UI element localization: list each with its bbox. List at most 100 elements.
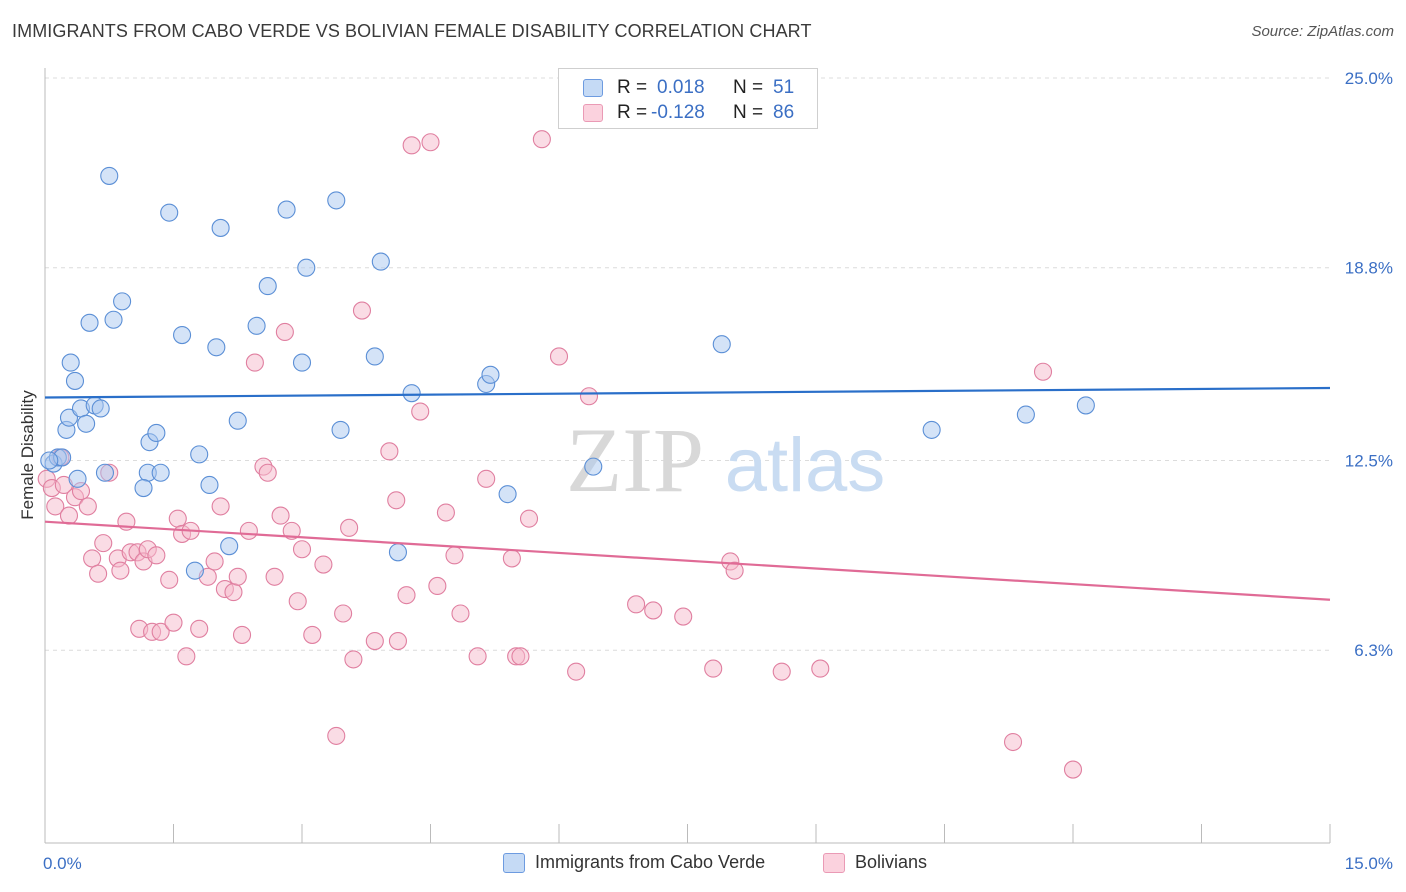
- y-tick-label-0: 6.3%: [1354, 641, 1393, 660]
- correlation-legend: R = 0.018 N = 51 R = -0.128 N = 86: [558, 68, 818, 129]
- bolivians-point-33: [211, 497, 230, 516]
- cabo-verde-point-50: [40, 451, 59, 470]
- cabo-verde-point-32: [277, 200, 296, 219]
- bolivians-point-44: [275, 322, 294, 342]
- bolivians-point-84: [811, 659, 830, 678]
- bolivians-point-76: [579, 387, 599, 406]
- bolivians-point-42: [265, 567, 284, 586]
- cabo-verde-point-16: [113, 292, 132, 311]
- bolivians-point-60: [402, 136, 421, 155]
- source-label: Source: ZipAtlas.com: [1251, 23, 1394, 40]
- cabo-verde-point-36: [331, 420, 350, 439]
- cabo-verde-point-37: [365, 347, 384, 366]
- bolivians-point-72: [519, 509, 539, 528]
- bolivians-point-74: [549, 347, 569, 366]
- cabo-verde-point-15: [104, 310, 123, 329]
- grid-lines: [45, 77, 1330, 651]
- bolivians-point-86: [1033, 362, 1053, 381]
- bolivians-point-75: [567, 662, 586, 681]
- bolivians-point-11: [94, 534, 113, 553]
- bolivians-point-53: [344, 650, 363, 669]
- bolivians-point-26: [168, 509, 187, 528]
- bolivians-point-57: [387, 491, 406, 510]
- cabo-verde-point-45: [712, 335, 731, 354]
- bolivians-point-80: [704, 659, 723, 678]
- bolivians-point-83: [772, 662, 791, 681]
- cabo-verde-point-24: [190, 445, 209, 464]
- cabo-verde-point-34: [297, 258, 316, 277]
- cabo-verde-point-9: [77, 414, 96, 433]
- bolivians-point-85: [1003, 732, 1023, 752]
- bolivians-point-39: [245, 353, 264, 372]
- y-tick-label-1: 12.5%: [1345, 452, 1393, 471]
- bolivians-point-41: [258, 463, 277, 482]
- bottom-legend-swatch-pink: [823, 853, 845, 873]
- y-axis-label: Female Disability: [18, 390, 37, 520]
- x-tick-label-max: 15.0%: [1345, 854, 1393, 873]
- cabo-verde-point-31: [258, 277, 277, 296]
- bolivians-point-58: [388, 631, 407, 651]
- legend-r-value: -0.128: [651, 102, 705, 123]
- legend-n-value: 86: [773, 102, 795, 123]
- bolivians-point-71: [511, 647, 530, 666]
- cabo-verde-point-33: [292, 353, 312, 372]
- bolivians-point-14: [111, 561, 130, 580]
- y-tick-label-2: 18.8%: [1345, 259, 1393, 278]
- bolivians-point-38: [239, 521, 258, 540]
- bolivians-point-48: [303, 625, 322, 644]
- legend-n-label: N =: [733, 77, 764, 98]
- bottom-legend-swatch-blue: [503, 853, 525, 873]
- bolivians-point-8: [78, 497, 97, 516]
- bolivians-point-2: [46, 497, 65, 516]
- bolivians-point-56: [380, 442, 399, 461]
- bolivians-point-55: [365, 631, 384, 651]
- bolivians-point-51: [334, 604, 353, 623]
- bolivians-point-68: [477, 469, 496, 488]
- bolivians-point-50: [327, 726, 346, 745]
- cabo-verde-point-35: [327, 191, 346, 210]
- legend-n-label: N =: [733, 102, 764, 123]
- bolivians-point-73: [532, 130, 551, 149]
- bolivians-point-69: [502, 549, 521, 568]
- watermark: ZIP atlas: [566, 409, 885, 511]
- legend-r-label: R =: [617, 102, 648, 123]
- bolivians-point-82: [725, 561, 744, 580]
- y-tick-label-3: 25.0%: [1345, 69, 1393, 88]
- cabo-verde-point-23: [173, 325, 192, 345]
- cabo-verde-point-40: [402, 384, 421, 403]
- cabo-verde-point-7: [68, 469, 87, 488]
- bolivians-point-77: [627, 595, 646, 614]
- bottom-legend-label: Immigrants from Cabo Verde: [535, 852, 766, 872]
- bolivians-point-28: [177, 647, 196, 666]
- cabo-verde-point-22: [160, 203, 179, 222]
- cabo-verde-point-20: [147, 423, 166, 443]
- bolivians-point-65: [445, 546, 464, 565]
- cabo-verde-point-42: [481, 365, 500, 384]
- bolivians-point-35: [224, 583, 243, 602]
- cabo-verde-point-48: [1076, 396, 1095, 415]
- bolivians-point-66: [451, 604, 470, 623]
- cabo-verde-point-38: [371, 252, 390, 271]
- cabo-verde-point-13: [95, 463, 115, 482]
- bolivians-point-52: [340, 518, 359, 537]
- cabo-verde-point-4: [59, 408, 79, 427]
- trend-lines: [44, 386, 1331, 601]
- bolivians-point-78: [644, 601, 663, 620]
- bottom-legend-label: Bolivians: [855, 852, 928, 872]
- cabo-verde-point-47: [1016, 405, 1035, 424]
- tick-labels: 6.3% 12.5% 18.8% 25.0% 0.0% 15.0%: [43, 69, 1393, 873]
- bolivians-point-22: [147, 546, 166, 565]
- bolivians-point-10: [89, 564, 108, 583]
- x-tick-label-min: 0.0%: [43, 854, 82, 873]
- watermark-zip: ZIP: [566, 409, 704, 511]
- bolivians-point-32: [205, 552, 224, 571]
- bolivians-point-30: [190, 619, 209, 638]
- bolivians-point-43: [271, 506, 290, 525]
- cabo-verde-point-21: [151, 463, 170, 482]
- bolivians-point-79: [674, 607, 693, 626]
- cabo-verde-point-26: [207, 338, 226, 357]
- watermark-atlas: atlas: [725, 423, 886, 508]
- cabo-verde-point-46: [922, 420, 941, 439]
- cabo-verde-point-28: [220, 537, 239, 556]
